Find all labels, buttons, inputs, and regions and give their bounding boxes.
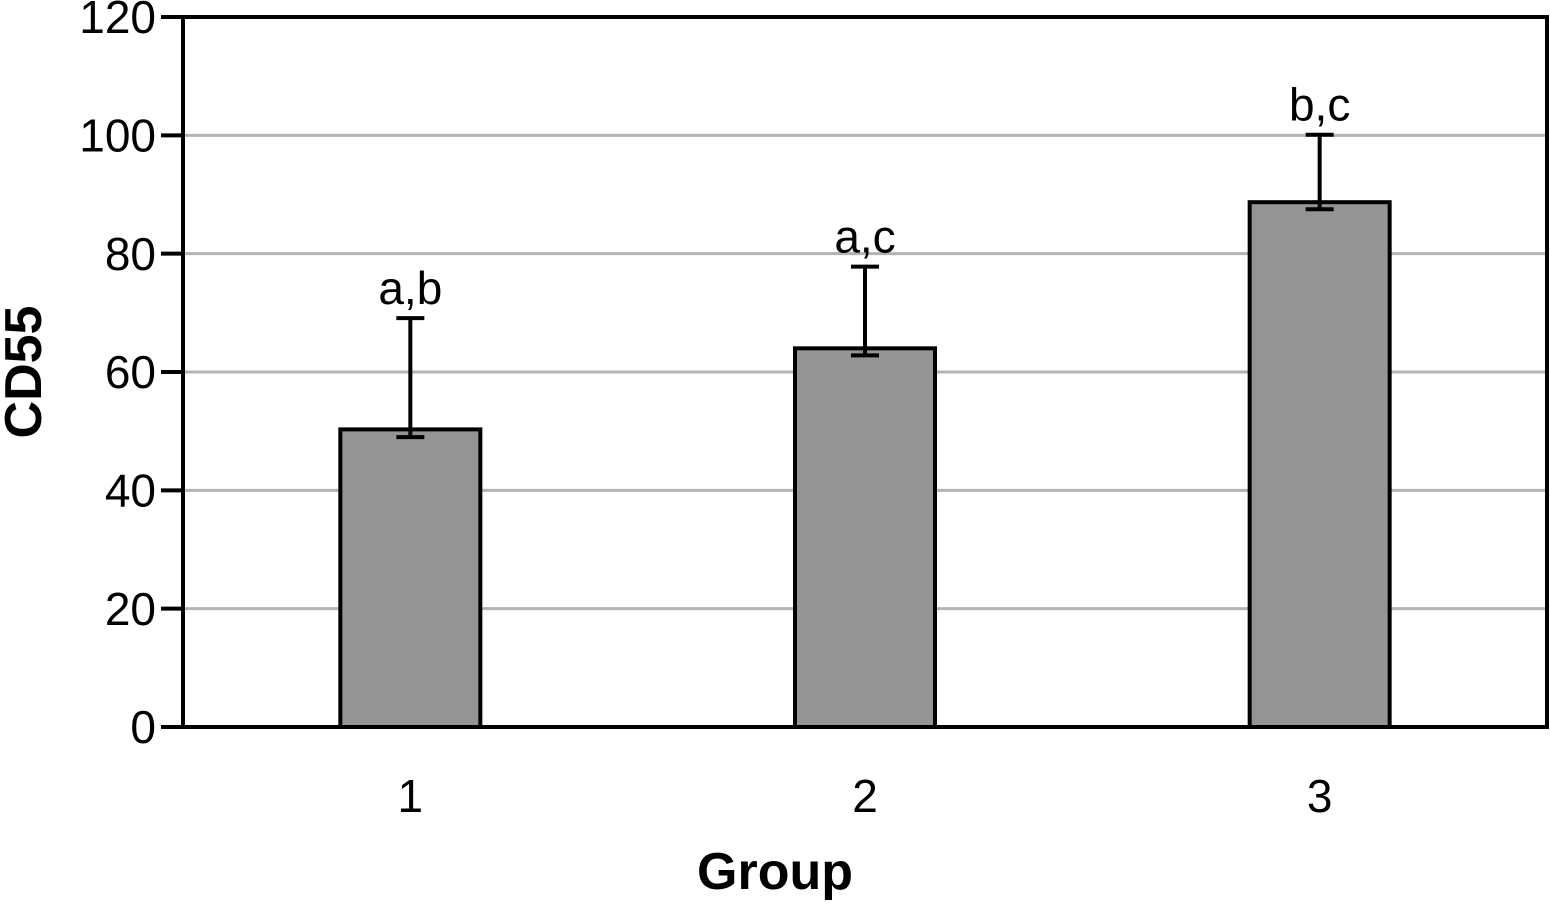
- significance-annotation: b,c: [1289, 79, 1350, 131]
- y-axis-label: CD55: [0, 305, 53, 439]
- y-tick-label: 20: [105, 583, 156, 635]
- y-tick-label: 40: [105, 464, 156, 516]
- bar: [338, 427, 483, 729]
- y-tick-label: 0: [130, 701, 156, 753]
- y-tick-label: 100: [79, 109, 156, 161]
- y-tick-label: 60: [105, 346, 156, 398]
- significance-annotation: a,b: [378, 262, 442, 314]
- x-tick-label: 1: [398, 770, 424, 822]
- y-tick-label: 80: [105, 228, 156, 280]
- y-tick-label: 120: [79, 0, 156, 43]
- x-tick-label: 2: [852, 770, 878, 822]
- x-tick-label: 3: [1307, 770, 1333, 822]
- bar: [793, 346, 937, 729]
- x-axis-label: Group: [697, 843, 853, 901]
- significance-annotation: a,c: [834, 211, 895, 263]
- bar: [1247, 200, 1392, 730]
